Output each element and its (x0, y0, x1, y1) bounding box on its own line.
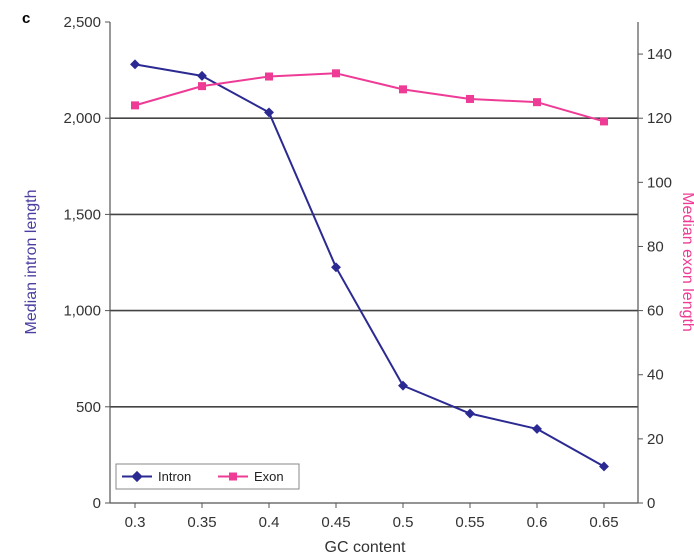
legend-intron-marker (131, 470, 143, 483)
x-tick-label: 0.45 (321, 514, 350, 531)
intron-data-point (532, 423, 542, 434)
x-tick-label: 0.4 (259, 514, 280, 531)
exon-data-point (466, 94, 474, 103)
right-tick-label: 60 (647, 303, 664, 320)
x-axis-ticks: 0.3 0.35 0.4 0.45 0.5 0.55 0.6 0.65 (125, 503, 619, 531)
left-tick-label: 2,000 (63, 110, 101, 127)
exon-data-point (131, 101, 139, 110)
exon-data-point (265, 72, 273, 81)
right-axis-ticks: 0 20 40 60 80 100 120 140 (638, 46, 672, 512)
intron-data-point (599, 461, 609, 472)
right-axis-title: Median exon length (679, 192, 694, 332)
right-tick-label: 100 (647, 174, 672, 191)
x-tick-label: 0.35 (187, 514, 216, 531)
intron-data-point (398, 380, 408, 391)
x-tick-label: 0.55 (455, 514, 484, 531)
left-tick-label: 2,500 (63, 14, 101, 31)
exon-data-point (332, 69, 340, 78)
left-axis-title: Median intron length (23, 190, 40, 335)
legend-intron-label: Intron (158, 469, 191, 484)
exon-data-point (399, 85, 407, 94)
intron-data-point (197, 70, 207, 81)
right-tick-label: 20 (647, 431, 664, 448)
left-tick-label: 0 (93, 495, 101, 512)
x-tick-label: 0.5 (393, 514, 414, 531)
intron-data-point (130, 59, 140, 70)
exon-data-point (600, 117, 608, 126)
intron-data-point (264, 107, 274, 118)
exon-series-line (134, 72, 605, 123)
right-tick-label: 80 (647, 238, 664, 255)
left-tick-label: 500 (76, 399, 101, 416)
x-tick-label: 0.65 (589, 514, 618, 531)
x-tick-label: 0.3 (125, 514, 146, 531)
right-tick-label: 40 (647, 367, 664, 384)
exon-data-point (198, 82, 206, 91)
legend: Intron Exon (115, 463, 300, 490)
exon-data-point (533, 98, 541, 107)
series-group (130, 59, 609, 472)
left-axis-ticks: 0 500 1,000 1,500 2,000 2,500 (63, 14, 110, 512)
panel-label: c (22, 10, 30, 27)
left-tick-label: 1,000 (63, 303, 101, 320)
x-tick-label: 0.6 (527, 514, 548, 531)
left-tick-label: 1,500 (63, 206, 101, 223)
intron-data-point (331, 262, 341, 273)
intron-data-point (465, 408, 475, 419)
right-tick-label: 120 (647, 110, 672, 127)
legend-exon-marker (229, 472, 237, 481)
axes (109, 22, 639, 504)
intron-series-line (134, 63, 605, 468)
legend-exon-label: Exon (254, 469, 284, 484)
right-tick-label: 0 (647, 495, 655, 512)
x-axis-title: GC content (325, 539, 406, 556)
right-tick-label: 140 (647, 46, 672, 63)
gridlines (110, 117, 638, 408)
